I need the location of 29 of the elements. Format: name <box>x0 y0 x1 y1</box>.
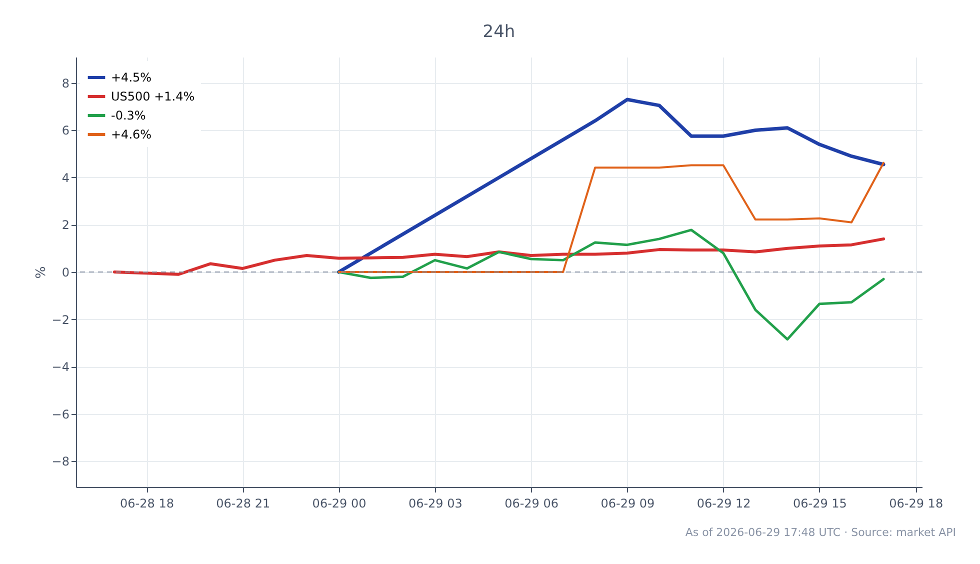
x-tick-label: 06-29 00 <box>312 496 366 510</box>
line-series <box>338 162 885 273</box>
y-tick-label: 4 <box>62 170 70 185</box>
x-tick-label: 06-29 09 <box>600 496 655 510</box>
chart-title: 24h <box>482 22 516 42</box>
y-tick-label: 0 <box>62 266 70 280</box>
x-tick-label: 06-29 18 <box>889 496 944 510</box>
x-tick-label: 06-29 06 <box>504 496 559 510</box>
x-tick-label: 06-29 03 <box>408 496 462 510</box>
legend-label: +4.6% <box>111 128 152 142</box>
legend-label: -0.3% <box>111 108 146 122</box>
legend-label: US500 +1.4% <box>111 90 195 104</box>
y-tick-label: 8 <box>62 76 70 90</box>
x-tick-label: 06-28 21 <box>216 496 270 510</box>
x-tick-label: 06-29 15 <box>792 496 847 510</box>
y-tick-label: 6 <box>62 124 70 138</box>
line-series <box>337 98 886 274</box>
y-tick-label: −6 <box>52 407 70 422</box>
line-series <box>112 237 886 276</box>
legend-label: +4.5% <box>111 70 152 84</box>
y-tick-label: −4 <box>52 360 70 374</box>
text: As of 2026-06-29 17:48 UTC · Source: market API <box>685 526 956 539</box>
y-tick-label: 2 <box>62 218 70 232</box>
x-tick-label: 06-28 18 <box>120 496 174 510</box>
y-tick-label: −2 <box>52 312 70 327</box>
line-series <box>338 228 885 341</box>
x-tick-label: 06-29 12 <box>696 496 751 510</box>
y-axis-title: % <box>34 266 49 279</box>
y-tick-label: −8 <box>52 454 70 469</box>
